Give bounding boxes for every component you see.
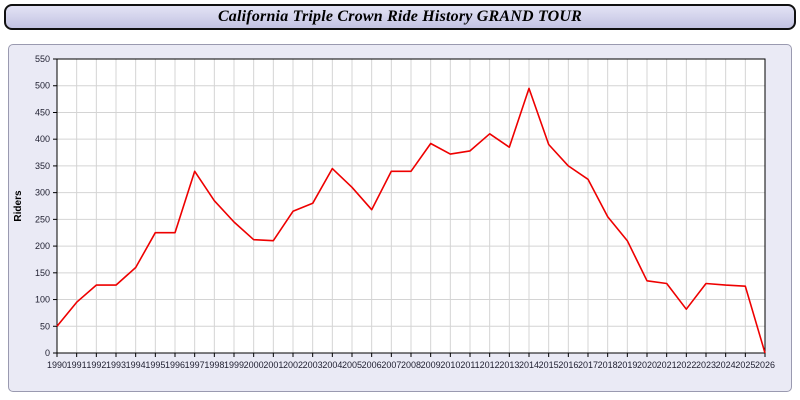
- y-tick-label: 150: [35, 268, 50, 278]
- riders-series-line: [56, 87, 766, 354]
- x-tick-label: 2012: [480, 360, 500, 370]
- x-tick-label: 1998: [204, 360, 224, 370]
- x-tick-label: 2021: [657, 360, 677, 370]
- y-tick-label: 200: [35, 241, 50, 251]
- x-tick-label: 2020: [637, 360, 657, 370]
- x-tick-label: 2026: [755, 360, 775, 370]
- y-tick-label: 500: [35, 81, 50, 91]
- x-tick-label: 2011: [460, 360, 479, 370]
- page-title: California Triple Crown Ride History GRA…: [217, 8, 583, 25]
- x-tick-label: 1999: [224, 360, 244, 370]
- page-title-bar: California Triple Crown Ride History GRA…: [4, 4, 796, 30]
- x-tick-label: 2009: [421, 360, 441, 370]
- x-tick-label: 2023: [696, 360, 716, 370]
- y-tick-label: 350: [35, 161, 50, 171]
- x-tick-label: 2015: [539, 360, 559, 370]
- y-tick-label: 100: [35, 295, 50, 305]
- x-tick-label: 1990: [47, 360, 67, 370]
- x-tick-label: 2022: [676, 360, 696, 370]
- x-tick-label: 2008: [401, 360, 421, 370]
- x-tick-label: 1991: [67, 360, 87, 370]
- y-tick-label: 450: [35, 107, 50, 117]
- x-tick-label: 2005: [342, 360, 362, 370]
- x-tick-label: 2025: [735, 360, 755, 370]
- y-tick-label: 250: [35, 214, 50, 224]
- y-tick-label: 50: [40, 321, 50, 331]
- x-tick-label: 1992: [86, 360, 106, 370]
- x-tick-label: 2000: [244, 360, 264, 370]
- x-tick-label: 2004: [322, 360, 342, 370]
- x-tick-label: 2006: [362, 360, 382, 370]
- y-axis-label: Riders: [13, 190, 24, 222]
- y-tick-label: 300: [35, 188, 50, 198]
- x-tick-label: 2016: [558, 360, 578, 370]
- y-tick-label: 400: [35, 134, 50, 144]
- x-tick-label: 1995: [145, 360, 165, 370]
- chart-panel: 0 50 100 150 200 250 300 350 400 450 500 550 1990 199…: [8, 44, 792, 392]
- x-tick-label: 1993: [106, 360, 126, 370]
- x-tick-label: 2007: [381, 360, 401, 370]
- x-tick-label: 2018: [598, 360, 618, 370]
- x-tick-label: 2003: [303, 360, 323, 370]
- x-tick-label: 1996: [165, 360, 185, 370]
- x-tick-label: 2002: [283, 360, 303, 370]
- x-tick-label: 2017: [578, 360, 598, 370]
- x-tick-label: 1994: [126, 360, 146, 370]
- x-tick-label: 2014: [519, 360, 539, 370]
- x-tick-label: 2001: [263, 360, 283, 370]
- x-tick-label: 2024: [716, 360, 736, 370]
- x-tick-label: 2013: [499, 360, 519, 370]
- y-tick-label: 550: [35, 54, 50, 64]
- x-tick-label: 2010: [440, 360, 460, 370]
- y-tick-label: 0: [45, 348, 50, 358]
- x-tick-label: 1997: [185, 360, 205, 370]
- x-tick-label: 2019: [617, 360, 637, 370]
